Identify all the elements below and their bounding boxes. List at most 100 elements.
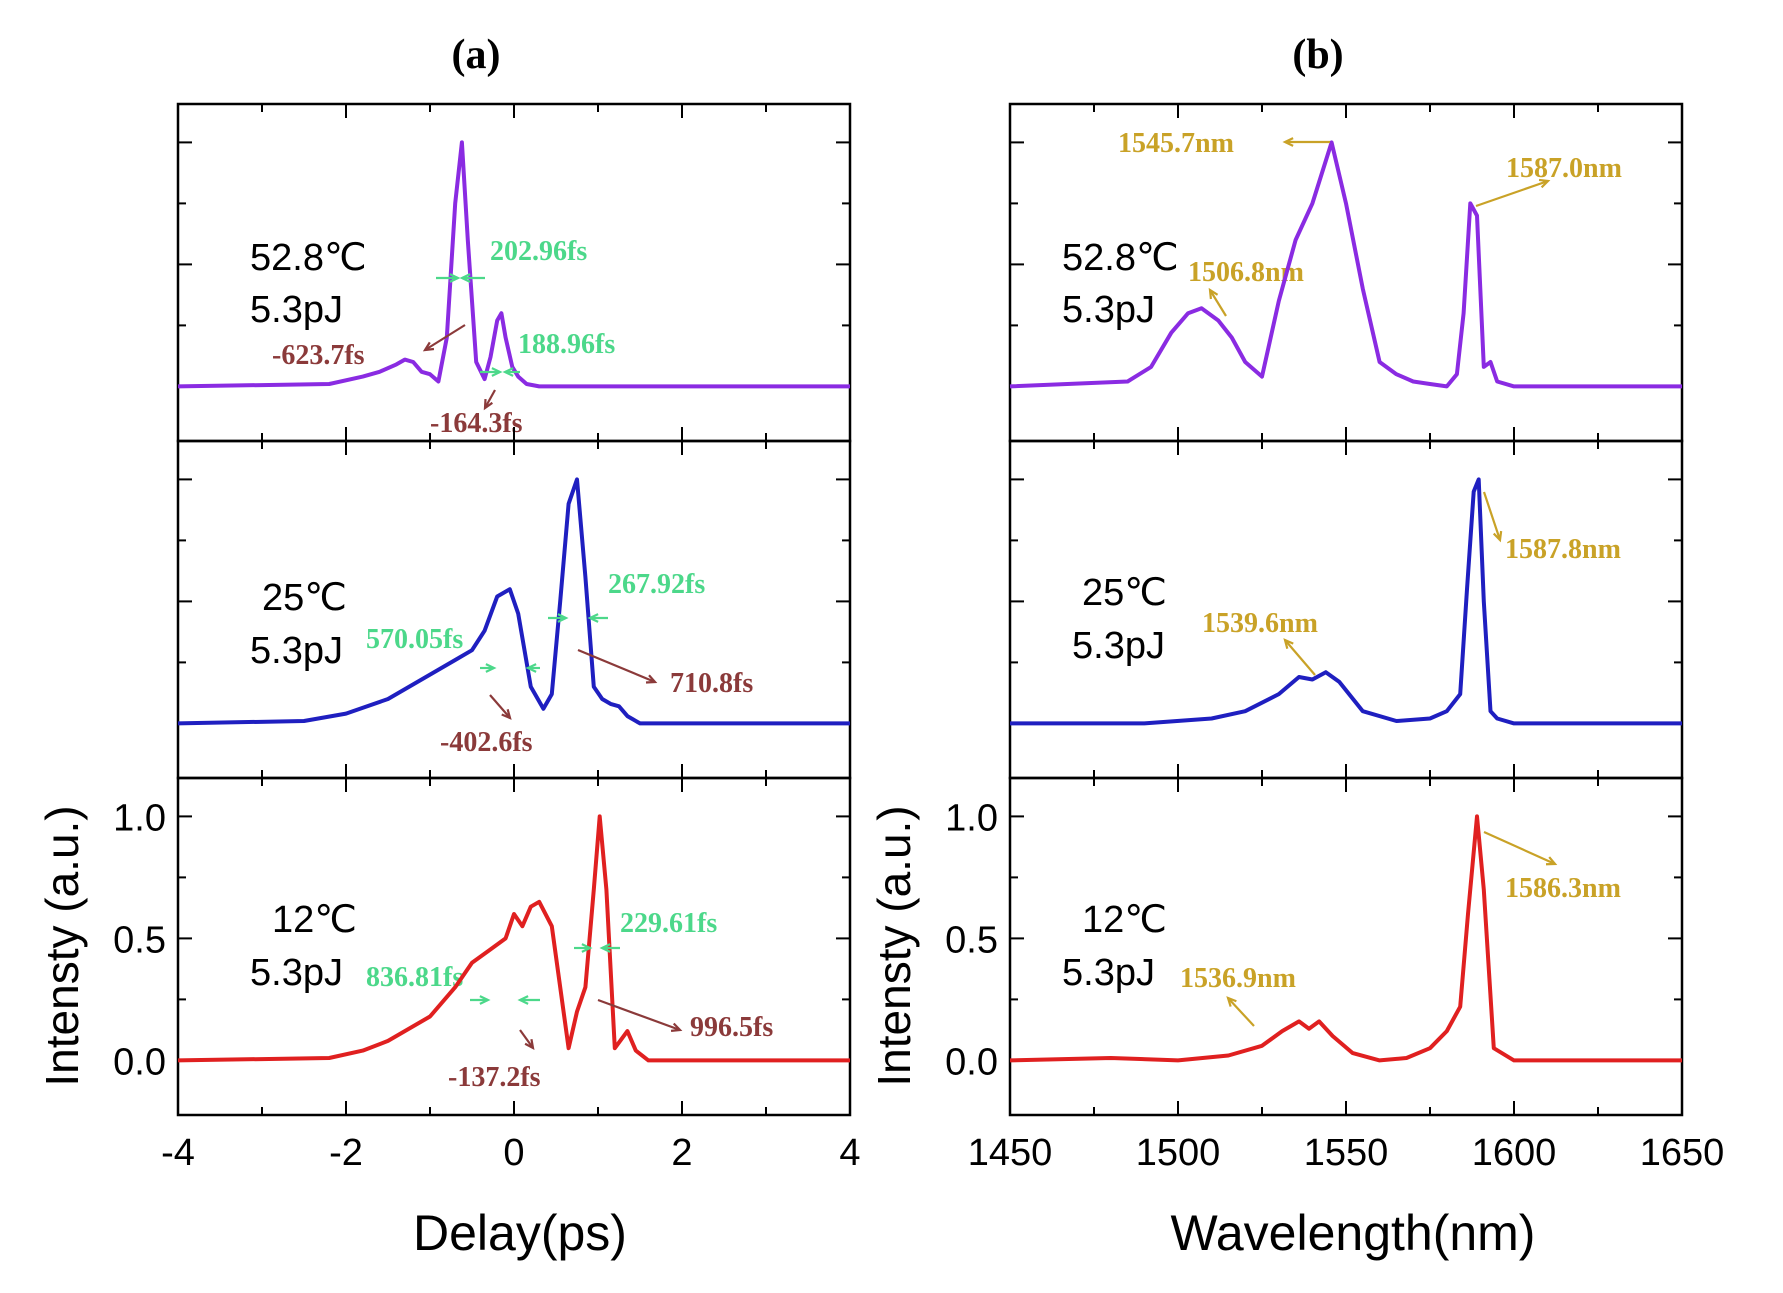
annotation-arrowhead: [501, 709, 512, 720]
x-tick-label: 0: [503, 1132, 524, 1174]
annotation-arrowhead: [645, 674, 658, 684]
annotation-arrowhead: [502, 367, 514, 377]
series-line-a-1: [177, 477, 850, 726]
y-tick-label: 0.0: [113, 1041, 166, 1083]
label-temp-b-mid: 25℃: [1082, 572, 1167, 614]
annotation-arrowhead: [1538, 178, 1551, 189]
annotation-arrowhead: [422, 341, 435, 352]
label-temp-a-mid: 25℃: [262, 577, 347, 619]
annotation-arrow: [519, 1029, 534, 1049]
chart-a: 0.0 0.5 1.0 -4 -2 0 2 4: [113, 102, 861, 1174]
panel-a-label: (a): [452, 32, 501, 78]
fwhm-label: 188.96fs: [518, 329, 615, 360]
annotation-arrowhead: [1492, 530, 1503, 543]
delay-label: -164.3fs: [430, 408, 523, 439]
label-temp-b-top: 52.8℃: [1062, 237, 1179, 279]
label-energy-b-top: 5.3pJ: [1062, 289, 1155, 331]
delay-label: 996.5fs: [690, 1012, 773, 1043]
annotation-arrowhead: [587, 613, 599, 623]
fwhm-label: 202.96fs: [490, 236, 587, 267]
chart-b-xlabel: Wavelength(nm): [1171, 1205, 1536, 1261]
series-line-a-0: [177, 140, 850, 389]
annotation-arrowhead: [1545, 856, 1558, 866]
x-tick-label: -2: [329, 1132, 363, 1174]
y-tick-label: 1.0: [113, 797, 166, 839]
annotation-arrowhead: [483, 398, 493, 411]
annotation-arrowhead: [1208, 287, 1219, 300]
annotation-arrow: [597, 998, 681, 1032]
y-tick-label: 0.5: [113, 919, 166, 961]
chart-b-annotations: 52.8℃ 5.3pJ 1545.7nm 1587.0nm 1506.8nm 2…: [1062, 128, 1622, 994]
annotation-arrowhead: [491, 367, 503, 377]
fwhm-label: 570.05fs: [366, 624, 463, 655]
annotation-arrowhead: [485, 663, 497, 673]
delay-label: -402.6fs: [440, 727, 533, 758]
chart-b: 0.0 0.5 1.0 1450 1500 1550 1600 1650: [945, 102, 1725, 1174]
panel-frame: [1008, 776, 1684, 1117]
annotation-arrow: [1284, 639, 1316, 676]
y-tick-label: 1.0: [945, 797, 998, 839]
annotation-arrow: [1227, 997, 1255, 1027]
y-tick-label: 0.5: [945, 919, 998, 961]
series-line-b-2: [1009, 814, 1682, 1063]
annotation-arrow: [484, 389, 496, 409]
delay-label: -623.7fs: [272, 340, 365, 371]
annotation-arrow: [1209, 289, 1227, 317]
peak-label: 1586.3nm: [1505, 873, 1621, 904]
chart-a-xlabel: Delay(ps): [413, 1205, 627, 1261]
annotation-arrowhead: [1283, 638, 1294, 649]
annotation-arrow: [577, 648, 656, 684]
annotation-arrowhead: [449, 273, 461, 283]
chart-a-annotations: 52.8℃ 5.3pJ 202.96fs 188.96fs -623.7fs -…: [250, 236, 773, 1093]
annotation-arrowhead: [517, 995, 529, 1005]
annotation-arrow: [1475, 179, 1549, 208]
annotation-arrowhead: [1282, 137, 1294, 147]
chart-b-ylabel: Intensty (a.u.): [868, 805, 920, 1086]
label-temp-a-top: 52.8℃: [250, 237, 367, 279]
y-tick-label: 0.0: [945, 1041, 998, 1083]
annotation-arrow: [424, 324, 466, 351]
fwhm-label: 836.81fs: [366, 962, 463, 993]
annotation-arrowhead: [581, 943, 593, 953]
annotation-arrowhead: [557, 613, 569, 623]
x-tick-label: -4: [161, 1132, 195, 1174]
x-tick-label: 1500: [1136, 1132, 1221, 1174]
x-tick-label: 2: [671, 1132, 692, 1174]
peak-label: 1587.0nm: [1506, 153, 1622, 184]
annotation-arrowhead: [524, 1038, 535, 1051]
plot-layer: 0.0 0.5 1.0 -4 -2 0 2 4 0.0 0.5 1.0 1450 1500 1550 160…: [113, 102, 1725, 1174]
annotation-arrowhead: [599, 943, 611, 953]
annotation-arrow: [489, 694, 511, 719]
x-tick-label: 4: [839, 1132, 860, 1174]
peak-label: 1539.6nm: [1202, 608, 1318, 639]
annotation-arrowhead: [459, 273, 471, 283]
fwhm-label: 229.61fs: [620, 908, 717, 939]
peak-label: 1536.9nm: [1180, 963, 1296, 994]
label-energy-b-bot: 5.3pJ: [1062, 952, 1155, 994]
peak-label: 1545.7nm: [1118, 128, 1234, 159]
label-energy-b-mid: 5.3pJ: [1072, 625, 1165, 667]
annotation-arrowhead: [479, 995, 491, 1005]
delay-label: 710.8fs: [670, 668, 753, 699]
chart-a-ylabel: Intensty (a.u.): [36, 805, 88, 1086]
label-temp-a-bot: 12℃: [272, 899, 357, 941]
peak-label: 1587.8nm: [1505, 534, 1621, 565]
label-temp-b-bot: 12℃: [1082, 899, 1167, 941]
annotation-arrow: [1482, 491, 1502, 541]
label-energy-a-bot: 5.3pJ: [250, 952, 343, 994]
series-line-b-1: [1010, 477, 1682, 726]
x-tick-label: 1650: [1640, 1132, 1725, 1174]
x-tick-label: 1600: [1472, 1132, 1557, 1174]
panel-b-label: (b): [1292, 32, 1343, 78]
annotation-arrow: [1483, 830, 1556, 866]
fwhm-label: 267.92fs: [608, 569, 705, 600]
series-line-b-0: [1009, 140, 1682, 389]
annotation-arrowhead: [670, 1022, 683, 1032]
delay-label: -137.2fs: [448, 1062, 541, 1093]
x-tick-label: 1450: [968, 1132, 1053, 1174]
series-line-a-2: [177, 814, 850, 1063]
annotation-arrowhead: [1226, 996, 1237, 1007]
x-tick-label: 1550: [1304, 1132, 1389, 1174]
annotation-arrowhead: [525, 663, 537, 673]
